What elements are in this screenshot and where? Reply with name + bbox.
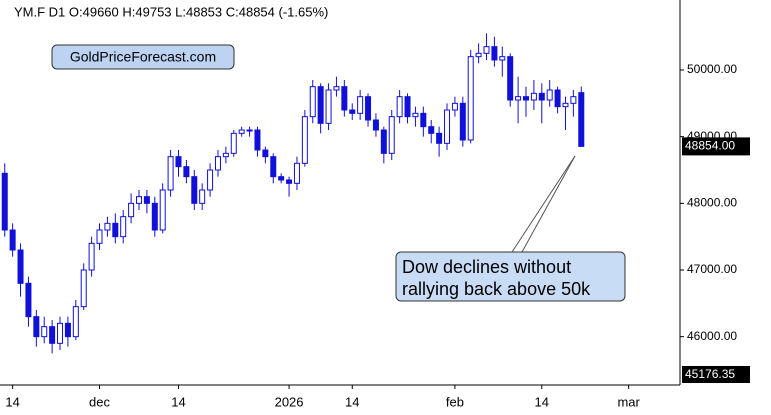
- candle-body: [293, 162, 300, 184]
- candle-body: [183, 166, 190, 178]
- annotation-box: [395, 251, 626, 302]
- candle-body: [467, 56, 474, 141]
- candle-body: [64, 322, 71, 338]
- candle-body: [380, 129, 387, 154]
- x-tick-label: mar: [617, 394, 640, 409]
- candle-body: [436, 132, 443, 144]
- candle-body: [412, 112, 419, 118]
- candle-body: [17, 249, 24, 284]
- candle-body: [136, 196, 143, 204]
- candle-body: [317, 86, 324, 124]
- x-tick-label: 14: [345, 394, 359, 409]
- candle-body: [254, 129, 261, 151]
- candle-body: [562, 102, 569, 108]
- candle-body: [278, 176, 285, 181]
- candle-body: [151, 202, 158, 231]
- candle-body: [286, 179, 293, 184]
- y-tick-label: 50000.00: [687, 62, 737, 76]
- candle-body: [41, 326, 48, 338]
- candle-body: [112, 222, 119, 238]
- candle-body: [175, 156, 182, 168]
- candle-body: [459, 102, 466, 141]
- annotation: rallying back above 50k: [402, 279, 591, 299]
- candle-body: [246, 129, 253, 132]
- annotation-arrow: [511, 155, 576, 253]
- annotation-arrow: [521, 155, 576, 253]
- x-tick-label: dec: [89, 394, 110, 409]
- candle-body: [499, 56, 506, 61]
- candle-body: [301, 116, 308, 164]
- y-tick-label: 47000.00: [687, 262, 737, 276]
- candle-body: [428, 126, 435, 134]
- candle-body: [159, 189, 166, 231]
- candle-body: [325, 89, 332, 124]
- chart-title: YM.F D1 O:49660 H:49753 L:48853 C:48854 …: [14, 4, 328, 19]
- candle-body: [444, 109, 451, 144]
- candle-body: [570, 96, 577, 104]
- current-price-label: 48854.00: [685, 139, 735, 153]
- candle-body: [538, 92, 545, 101]
- candle-body: [207, 169, 214, 191]
- x-tick-label: 14: [535, 394, 549, 409]
- price-label-box: [682, 366, 750, 383]
- candle-body: [554, 89, 561, 108]
- current-price-box: [682, 137, 750, 156]
- x-tick-label: feb: [446, 394, 464, 409]
- candle-body: [96, 229, 103, 244]
- candle-body: [309, 86, 316, 118]
- candle-body: [420, 112, 427, 128]
- candle-body: [57, 322, 64, 344]
- candle-body: [230, 132, 237, 154]
- candle-body: [49, 326, 56, 344]
- candle-body: [530, 92, 537, 101]
- x-tick-label: 2026: [275, 394, 304, 409]
- candle-body: [475, 52, 482, 58]
- candle-body: [270, 156, 277, 178]
- candle-body: [143, 196, 150, 204]
- y-tick-label: 46000.00: [687, 329, 737, 343]
- candle-body: [388, 116, 395, 154]
- candle-body: [396, 96, 403, 118]
- y-tick-label: 48000.00: [687, 196, 737, 210]
- annotation: Dow declines without: [402, 257, 571, 277]
- badge: GoldPriceForecast.com: [70, 49, 216, 65]
- candle-body: [349, 109, 356, 114]
- candle-body: [33, 316, 40, 338]
- candle-body: [88, 242, 95, 271]
- candle-body: [522, 96, 529, 101]
- candle-body: [222, 152, 229, 158]
- candle-body: [214, 156, 221, 171]
- candle-body: [578, 92, 585, 147]
- candle-body: [546, 89, 553, 101]
- candle-body: [404, 96, 411, 118]
- bottom-price-label: 45176.35: [685, 367, 735, 381]
- candle-body: [341, 86, 348, 111]
- x-tick-label: 14: [171, 394, 185, 409]
- candle-body: [372, 119, 379, 131]
- candle-body: [238, 129, 245, 134]
- candle-body: [1, 172, 8, 231]
- candle-body: [483, 46, 490, 54]
- candle-body: [128, 202, 135, 218]
- x-tick-label: 14: [5, 394, 19, 409]
- candle-body: [167, 156, 174, 191]
- candle-body: [507, 56, 514, 101]
- candle-body: [120, 216, 127, 238]
- candle-body: [262, 149, 269, 158]
- candle-body: [333, 86, 340, 91]
- candle-body: [191, 176, 198, 204]
- candle-body: [9, 229, 16, 251]
- candle-body: [80, 269, 87, 308]
- candle-body: [199, 189, 206, 204]
- candle-body: [104, 222, 111, 231]
- candle-body: [365, 96, 372, 121]
- candle-body: [491, 46, 498, 61]
- candle-body: [357, 96, 364, 114]
- badge-box: [51, 44, 235, 70]
- candle-body: [72, 306, 79, 338]
- candle-body: [451, 102, 458, 111]
- candle-body: [25, 282, 32, 318]
- candle-body: [515, 96, 522, 101]
